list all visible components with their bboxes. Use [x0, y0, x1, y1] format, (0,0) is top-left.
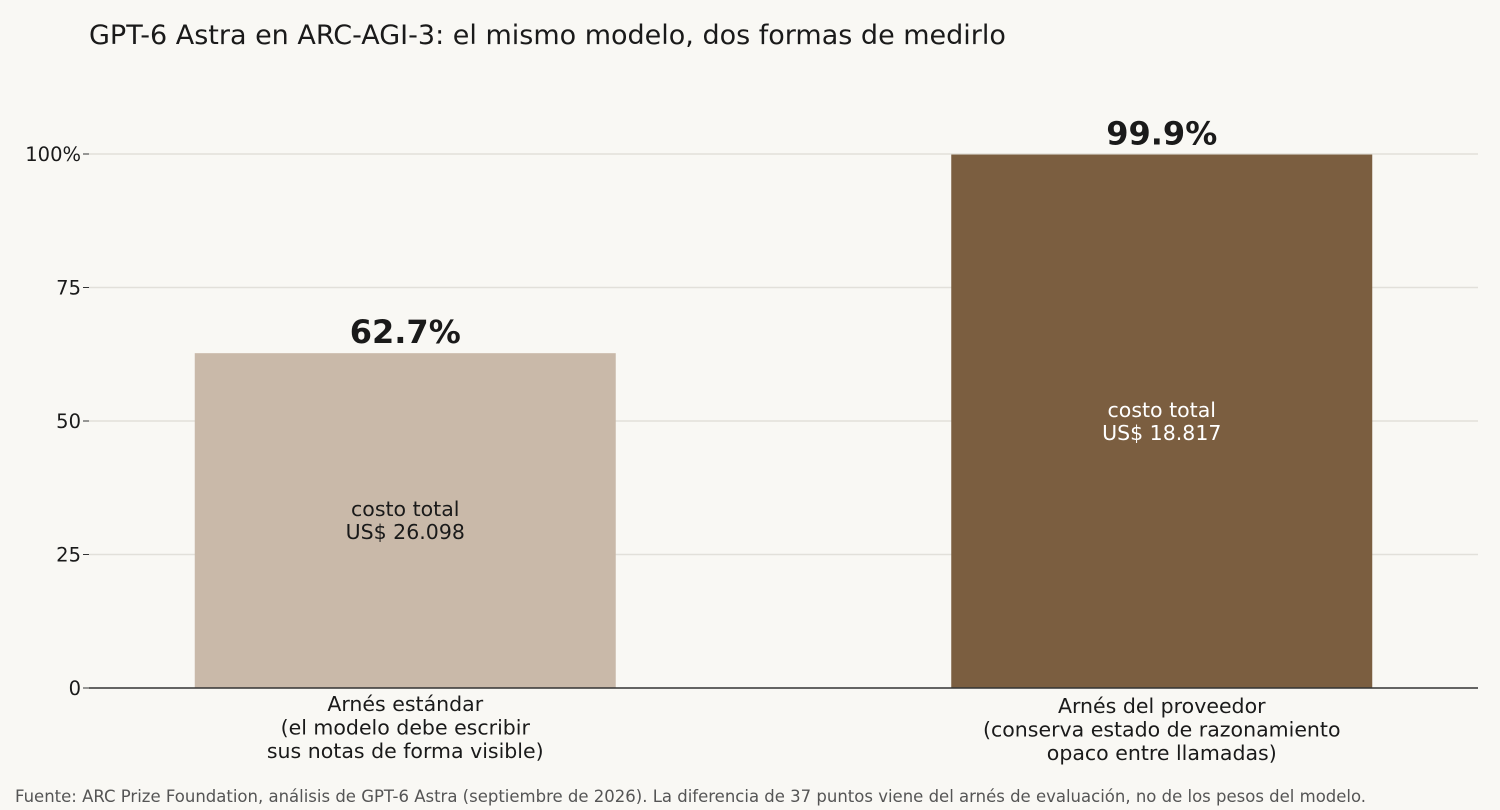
x-tick-label: (conserva estado de razonamiento	[983, 718, 1341, 742]
bar-inner-label: costo total	[1108, 398, 1216, 422]
y-axis-ticks: 0 25 50 75 100%	[25, 143, 89, 700]
x-tick-label: Arnés estándar	[327, 692, 483, 716]
x-tick-label: (el modelo debe escribir	[281, 716, 531, 740]
y-tick-label: 0	[69, 677, 81, 700]
bar-inner-label: US$ 26.098	[346, 520, 465, 544]
source-note: Fuente: ARC Prize Foundation, análisis d…	[15, 787, 1366, 806]
bar	[951, 154, 1373, 688]
x-tick-label: sus notas de forma visible)	[267, 739, 544, 763]
bar-value-label: 62.7%	[350, 313, 461, 351]
x-tick-label: opaco entre llamadas)	[1047, 741, 1277, 765]
bar-inner-label: US$ 18.817	[1102, 421, 1221, 445]
y-tick-label: 25	[56, 544, 81, 567]
y-tick-label: 75	[56, 277, 81, 300]
x-tick-label: Arnés del proveedor	[1058, 694, 1266, 718]
chart-title: GPT-6 Astra en ARC-AGI-3: el mismo model…	[89, 20, 1006, 51]
x-axis-labels: Arnés estándar(el modelo debe escribirsu…	[267, 692, 1341, 765]
y-tick-label: 50	[56, 410, 81, 433]
bar-value-label: 99.9%	[1106, 115, 1217, 153]
bar	[194, 353, 616, 688]
bar-inner-label: costo total	[351, 497, 459, 521]
y-tick-label: 100%	[25, 143, 81, 166]
